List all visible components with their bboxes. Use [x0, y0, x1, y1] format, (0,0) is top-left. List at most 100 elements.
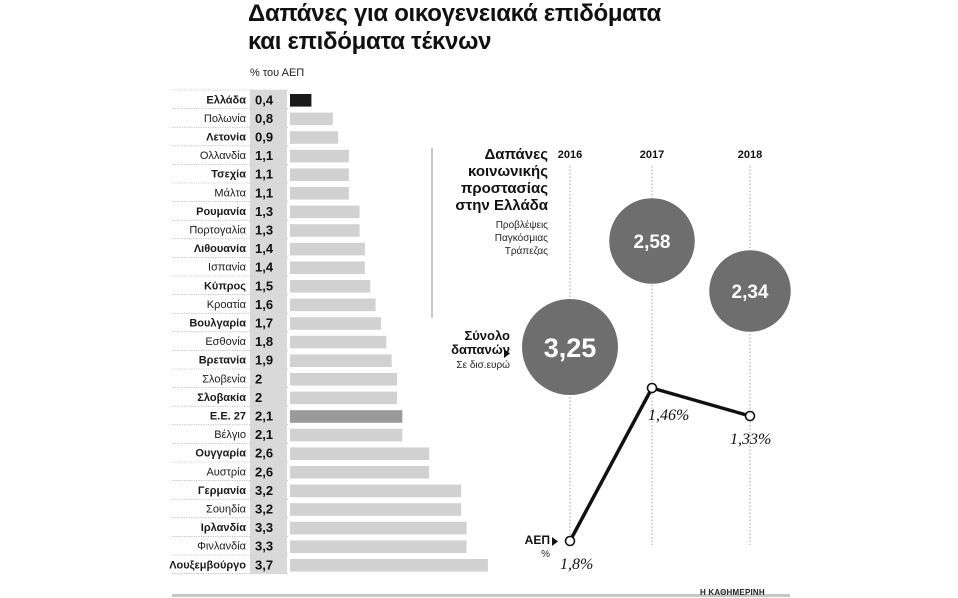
chart-title-line-1: Δαπάνες για οικογενειακά επιδόματα: [248, 0, 661, 27]
greece-title-line-4: στην Ελλάδα: [455, 197, 548, 214]
value-column-background: [250, 90, 287, 574]
value-label: 0,4: [255, 92, 274, 107]
greece-panel-title: Δαπάνες κοινωνικής προστασίας στην Ελλάδ…: [436, 146, 548, 214]
bar: [290, 373, 397, 386]
bar: [290, 317, 381, 330]
gdp-value-label: 1,46%: [648, 407, 689, 424]
bar: [290, 112, 333, 126]
value-label: 1,3: [255, 204, 273, 219]
bar: [290, 187, 349, 200]
value-label: 2,1: [255, 409, 273, 424]
bar: [290, 335, 387, 349]
value-label: 1,5: [255, 278, 273, 293]
gdp-value-label: 1,8%: [560, 556, 593, 573]
country-label: Λουξεμβούργο: [169, 559, 246, 571]
bar: [290, 559, 488, 572]
gdp-point: [564, 535, 576, 547]
bar: [290, 131, 339, 144]
bar: [290, 410, 403, 423]
bar: [290, 521, 467, 535]
country-label: Ελλάδα: [206, 94, 246, 106]
country-label: Μάλτα: [214, 187, 246, 199]
value-label: 1,4: [255, 260, 274, 275]
bar: [290, 540, 467, 553]
bar: [290, 447, 430, 460]
chart-title: Δαπάνες για οικογενειακά επιδόματα και ε…: [248, 0, 661, 56]
value-label: 3,2: [255, 502, 273, 517]
total-spending-unit: Σε δισ.ευρώ: [456, 360, 510, 371]
gdp-arrow-icon: [552, 537, 558, 546]
bar: [290, 149, 349, 163]
value-label: 0,9: [255, 130, 273, 145]
value-label: 3,2: [255, 483, 273, 498]
bar: [290, 224, 360, 237]
country-label: Πορτογαλία: [189, 225, 246, 237]
value-label: 2,6: [255, 446, 273, 461]
country-label: Λετονία: [206, 132, 246, 144]
value-label: 3,3: [255, 539, 273, 554]
greece-panel-subtitle: Προβλέψεις Παγκόσμιας Τράπεζας: [436, 219, 548, 258]
total-spending-bubble: [522, 299, 618, 395]
country-label: Σλοβακία: [197, 392, 246, 404]
total-spending-bubble: [709, 250, 791, 332]
source-credit: Η ΚΑΘΗΜΕΡΙΝΗ: [700, 588, 765, 597]
gdp-point: [646, 382, 658, 394]
total-label-line-1: Σύνολο: [464, 328, 510, 343]
year-label: 2018: [738, 149, 762, 161]
bar: [290, 261, 365, 274]
greece-title-line-3: προστασίας: [460, 180, 548, 197]
country-bar-chart: Ελλάδα 0,4 Πολωνία 0,8 Λετονία 0,9 Ολλανδία 1,1…: [169, 89, 790, 597]
greece-subtitle-line-3: Τράπεζας: [504, 246, 548, 257]
value-label: 1,9: [255, 353, 273, 368]
country-label: Βέλγιο: [214, 429, 246, 441]
value-label: 2: [255, 390, 262, 405]
value-label: 1,1: [255, 185, 273, 200]
value-label: 3,7: [255, 557, 273, 572]
unit-label: % του ΑΕΠ: [250, 67, 305, 79]
value-label: 1,1: [255, 148, 273, 163]
country-label: Σουηδία: [206, 504, 247, 516]
total-arrow-icon: [504, 349, 510, 358]
country-label: Λιθουανία: [194, 243, 246, 255]
year-label: 2016: [558, 149, 582, 161]
total-label-line-2: δαπανών: [451, 342, 510, 357]
bar: [290, 466, 430, 479]
bar: [290, 354, 392, 367]
country-label: Τσεχία: [211, 169, 246, 181]
total-spending-value: 2,58: [634, 232, 671, 253]
value-label: 2,1: [255, 427, 273, 442]
country-label: Ιρλανδία: [201, 522, 246, 534]
total-spending-value: 3,25: [544, 333, 597, 363]
gdp-label: ΑΕΠ: [524, 533, 550, 547]
value-label: 1,7: [255, 316, 273, 331]
country-label: Γερμανία: [198, 485, 246, 497]
country-label: Ουγγαρία: [195, 448, 246, 460]
bar: [290, 428, 403, 442]
greece-title-line-2: κοινωνικής: [467, 163, 548, 180]
value-label: 2: [255, 371, 262, 386]
greece-title-line-1: Δαπάνες: [484, 146, 548, 163]
country-label: Αυστρία: [206, 466, 246, 478]
bottom-rule: [172, 594, 790, 597]
value-label: 2,6: [255, 464, 273, 479]
value-label: 1,3: [255, 223, 273, 238]
bar: [290, 94, 312, 107]
greece-spending-chart: 2016 2017 2018 3,25 2,58 2,34 1,8% 1,46% 1,33%: [431, 148, 791, 573]
bar: [290, 242, 365, 256]
value-label: 1,1: [255, 167, 273, 182]
country-label: Ολλανδία: [200, 150, 247, 162]
chart-title-line-2: και επιδόματα τέκνων: [248, 28, 492, 55]
value-label: 1,6: [255, 297, 273, 312]
value-label: 3,3: [255, 520, 273, 535]
country-label: Βουλγαρία: [189, 318, 246, 330]
country-label: Σλοβενία: [202, 373, 246, 385]
gdp-point: [744, 410, 756, 422]
bar: [290, 280, 371, 293]
country-label: Ε.Ε. 27: [210, 411, 246, 423]
country-label: Φινλανδία: [197, 541, 246, 553]
total-spending-bubble: [609, 198, 695, 284]
country-label: Κροατία: [207, 299, 247, 311]
total-spending-label: Σύνολο δαπανών: [410, 329, 510, 357]
total-spending-value: 2,34: [732, 282, 769, 303]
